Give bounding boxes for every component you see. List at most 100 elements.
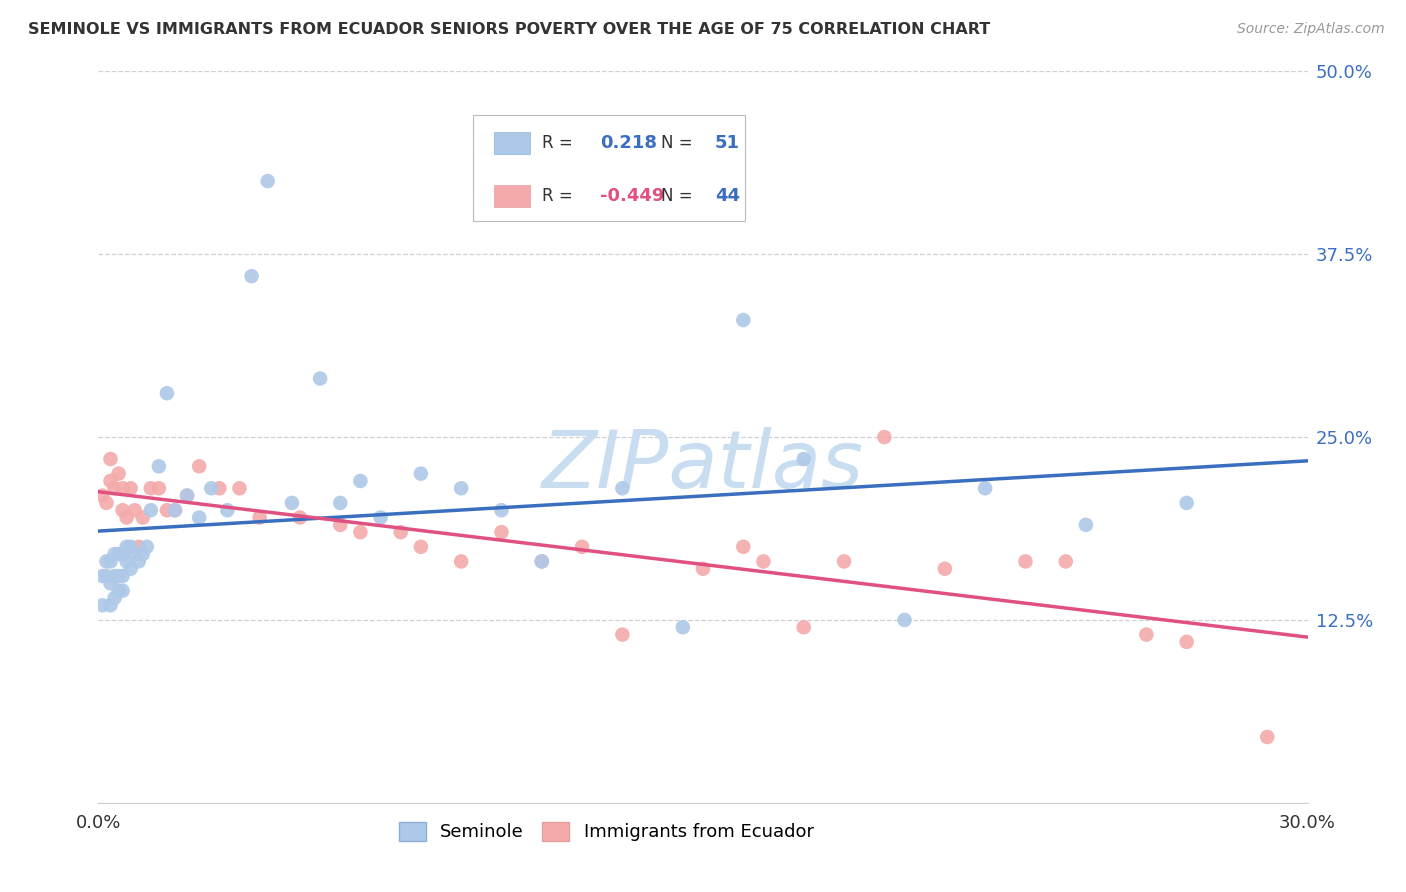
Point [120,562,142,576]
Text: 44: 44 [716,186,740,204]
Point [349,525,371,540]
Point [120,481,142,495]
Point [208,481,231,495]
Point [120,540,142,554]
Point [103,481,125,495]
Point [91,599,114,613]
Point [450,481,472,495]
Point [873,430,896,444]
Point [111,547,134,561]
Point [124,547,146,561]
Point [450,554,472,568]
Point [974,481,997,495]
Bar [494,132,530,154]
Point [107,569,129,583]
Point [692,562,714,576]
Point [530,554,553,568]
Point [176,489,198,503]
Point [370,510,392,524]
Point [491,503,513,517]
Text: R =: R = [543,134,572,152]
Point [96,569,118,583]
Point [103,591,125,605]
Point [163,503,186,517]
Point [1256,730,1278,744]
Point [612,481,634,495]
Point [139,503,162,517]
Point [571,540,593,554]
Point [217,503,239,517]
Point [156,503,179,517]
Point [288,510,311,524]
Bar [494,185,530,207]
Point [1175,635,1198,649]
Point [96,554,118,568]
Point [115,554,138,568]
Text: -0.449: -0.449 [600,186,665,204]
Point [163,503,186,517]
Point [111,583,134,598]
Point [111,503,134,517]
Point [111,569,134,583]
Point [409,467,432,481]
Text: SEMINOLE VS IMMIGRANTS FROM ECUADOR SENIORS POVERTY OVER THE AGE OF 75 CORRELATI: SEMINOLE VS IMMIGRANTS FROM ECUADOR SENI… [28,22,990,37]
Point [103,547,125,561]
Point [530,554,553,568]
Point [100,576,122,591]
Point [240,269,263,284]
Point [612,627,634,641]
Point [281,496,304,510]
Point [733,540,755,554]
Point [329,517,352,532]
Point [672,620,695,634]
Point [128,540,150,554]
Point [115,540,138,554]
Point [409,540,432,554]
Point [188,459,211,474]
Text: N =: N = [661,186,692,204]
Point [832,554,855,568]
Text: R =: R = [543,186,572,204]
Point [389,525,412,540]
Text: 0.218: 0.218 [600,134,657,152]
Point [132,510,155,524]
Point [103,569,125,583]
Point [1014,554,1036,568]
Point [349,474,371,488]
Point [793,620,815,634]
Text: ZIPatlas: ZIPatlas [541,427,865,506]
Point [156,386,179,401]
Point [256,174,278,188]
Point [100,474,122,488]
Point [100,554,122,568]
Point [139,481,162,495]
Point [733,313,755,327]
Point [329,496,352,510]
Text: Source: ZipAtlas.com: Source: ZipAtlas.com [1237,22,1385,37]
Point [793,452,815,467]
Point [893,613,915,627]
Point [91,569,114,583]
Point [107,547,129,561]
Point [91,489,114,503]
Point [148,481,170,495]
Point [752,554,775,568]
Point [249,510,271,524]
Point [188,510,211,524]
Point [96,496,118,510]
Point [111,481,134,495]
Point [124,503,146,517]
Point [135,540,157,554]
Point [128,554,150,568]
Point [1054,554,1077,568]
Point [148,459,170,474]
Legend: Seminole, Immigrants from Ecuador: Seminole, Immigrants from Ecuador [392,814,821,848]
Point [100,452,122,467]
Point [228,481,250,495]
Point [200,481,222,495]
Point [100,599,122,613]
Point [491,525,513,540]
Point [1074,517,1097,532]
Text: 51: 51 [716,134,740,152]
Point [176,489,198,503]
